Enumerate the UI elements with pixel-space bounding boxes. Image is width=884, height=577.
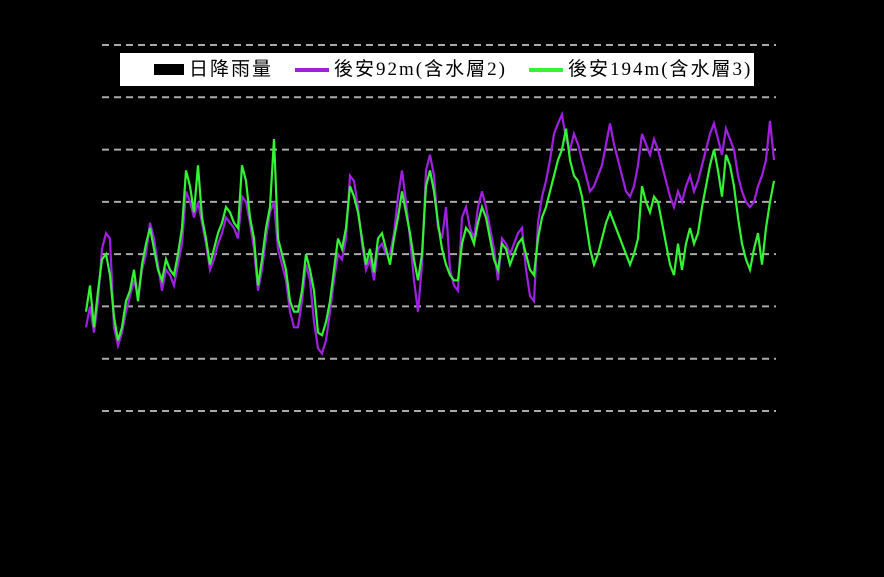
- legend-box: 日降雨量 後安92m(含水層2) 後安194m(含水層3): [118, 51, 756, 88]
- legend-item-well-92m: 後安92m(含水層2): [295, 60, 507, 79]
- series-line-後安92m(含水層2): [84, 110, 776, 356]
- legend-label-rainfall: 日降雨量: [189, 59, 274, 80]
- legend-label-well-194m: 後安194m(含水層3): [567, 59, 753, 80]
- series-line-後安194m(含水層3): [84, 128, 776, 341]
- rainfall-bar-swatch-icon: [154, 64, 184, 75]
- legend-item-rainfall: 日降雨量: [154, 60, 273, 79]
- well-194m-line-swatch-icon: [528, 67, 563, 72]
- legend-label-well-92m: 後安92m(含水層2): [334, 59, 507, 80]
- legend-item-well-194m: 後安194m(含水層3): [528, 59, 753, 80]
- well-92m-line-swatch-icon: [295, 67, 330, 72]
